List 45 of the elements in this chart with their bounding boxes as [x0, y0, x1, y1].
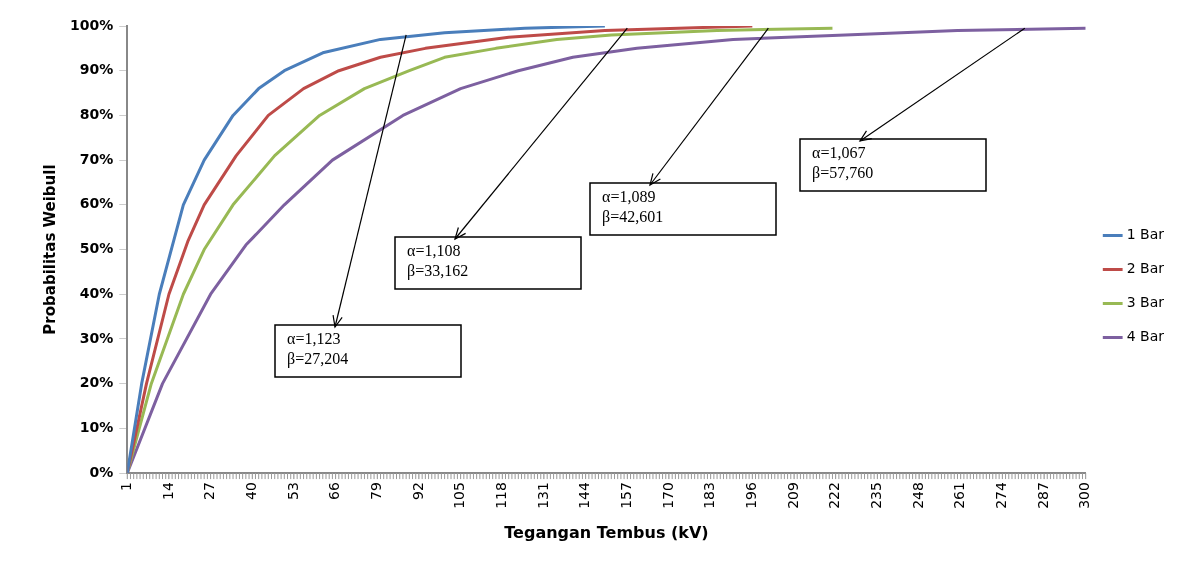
x-tick-label: 287	[1034, 482, 1051, 509]
y-tick-label: 90%	[79, 61, 114, 78]
legend-label: 3 Bar	[1126, 294, 1165, 311]
y-tick-label: 70%	[79, 150, 114, 167]
x-tick-label: 209	[784, 482, 801, 509]
x-tick-label: 235	[867, 482, 884, 509]
y-tick-label: 80%	[79, 106, 114, 123]
y-tick-label: 60%	[79, 195, 114, 212]
annotation: α=1,067 β=57,760	[812, 144, 874, 183]
x-tick-label: 131	[534, 482, 551, 509]
x-tick-label: 183	[701, 482, 718, 509]
annotation: α=1,123 β=27,204	[287, 330, 349, 369]
annotation: α=1,089 β=42,601	[602, 188, 664, 227]
x-tick-label: 53	[284, 482, 301, 500]
x-axis-title: Tegangan Tembus (kV)	[504, 522, 709, 542]
y-tick-label: 30%	[79, 329, 114, 346]
x-tick-label: 196	[742, 482, 759, 509]
y-tick-label: 100%	[69, 16, 114, 33]
x-tick-label: 1	[117, 482, 134, 491]
y-tick-label: 20%	[79, 374, 114, 391]
annotation: α=1,108 β=33,162	[407, 242, 469, 281]
x-tick-label: 157	[617, 482, 634, 509]
x-tick-label: 248	[909, 482, 926, 509]
x-tick-label: 274	[993, 482, 1009, 509]
x-tick-label: 79	[367, 482, 384, 500]
legend-label: 2 Bar	[1126, 260, 1165, 277]
x-tick-label: 144	[576, 482, 593, 509]
x-tick-label: 261	[951, 482, 968, 509]
y-tick-label: 40%	[79, 284, 114, 301]
x-tick-label: 66	[326, 482, 343, 500]
x-tick-label: 40	[242, 482, 259, 500]
y-tick-label: 10%	[79, 419, 114, 436]
x-tick-label: 170	[659, 482, 676, 509]
x-tick-label: 14	[159, 482, 176, 500]
x-tick-label: 92	[409, 482, 426, 500]
y-axis-title: Probabilitas Weibull	[40, 164, 59, 335]
x-tick-label: 105	[451, 482, 468, 509]
legend-label: 1 Bar	[1126, 226, 1165, 243]
x-tick-label: 118	[492, 482, 509, 509]
y-tick-label: 0%	[89, 463, 114, 480]
y-tick-label: 50%	[79, 240, 114, 257]
x-tick-label: 300	[1076, 482, 1093, 509]
x-tick-label: 222	[826, 482, 843, 509]
legend-label: 4 Bar	[1126, 328, 1165, 345]
x-tick-label: 27	[201, 482, 218, 500]
